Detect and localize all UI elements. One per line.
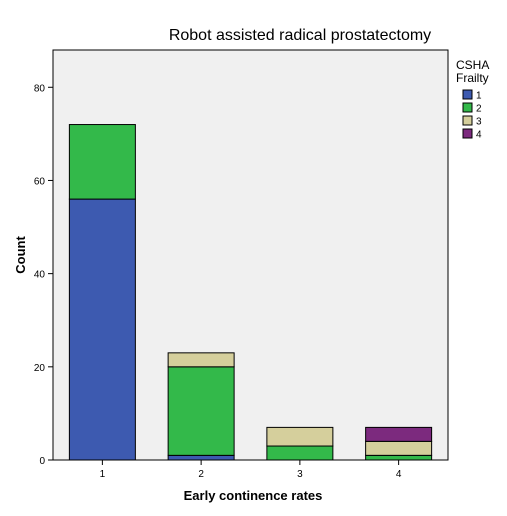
x-tick-label: 1 — [100, 469, 106, 480]
legend-label: 4 — [476, 130, 482, 141]
legend-title-line-1: CSHA — [456, 58, 489, 72]
bar-segment — [167, 366, 235, 456]
chart-title: Robot assisted radical prostatectomy — [169, 27, 431, 44]
bar-segment — [365, 440, 433, 456]
legend: 1 2 3 4 — [462, 89, 482, 141]
y-tick-label: 80 — [34, 83, 46, 94]
legend-swatch — [462, 115, 473, 126]
bar-segment — [68, 198, 136, 461]
legend-title-line-2: Frailty — [456, 71, 489, 85]
legend-title: CSHA Frailty — [456, 58, 489, 85]
y-tick-label: 40 — [34, 270, 46, 281]
x-tick-label: 2 — [198, 469, 204, 480]
bar-segment — [167, 454, 235, 461]
legend-label: 3 — [476, 117, 482, 128]
x-axis-label: Early continence rates — [184, 488, 323, 503]
bar-segment — [365, 426, 433, 442]
legend-swatch — [462, 89, 473, 100]
bar-segment — [266, 445, 334, 461]
y-tick-label: 0 — [39, 456, 45, 467]
y-tick-label: 60 — [34, 176, 46, 187]
bar-segment — [68, 124, 136, 200]
axes: 0 20 40 60 80 1 2 3 4 — [34, 83, 402, 480]
bars — [68, 124, 433, 461]
bar-segment — [167, 352, 235, 368]
bar-segment — [365, 454, 433, 461]
legend-label: 2 — [476, 104, 482, 115]
y-axis-label: Count — [13, 236, 28, 274]
legend-label: 1 — [476, 91, 482, 102]
x-tick-label: 4 — [396, 469, 402, 480]
y-tick-label: 20 — [34, 363, 46, 374]
x-tick-label: 3 — [297, 469, 303, 480]
bar-segment — [266, 426, 334, 447]
legend-swatch — [462, 102, 473, 113]
legend-swatch — [462, 128, 473, 139]
